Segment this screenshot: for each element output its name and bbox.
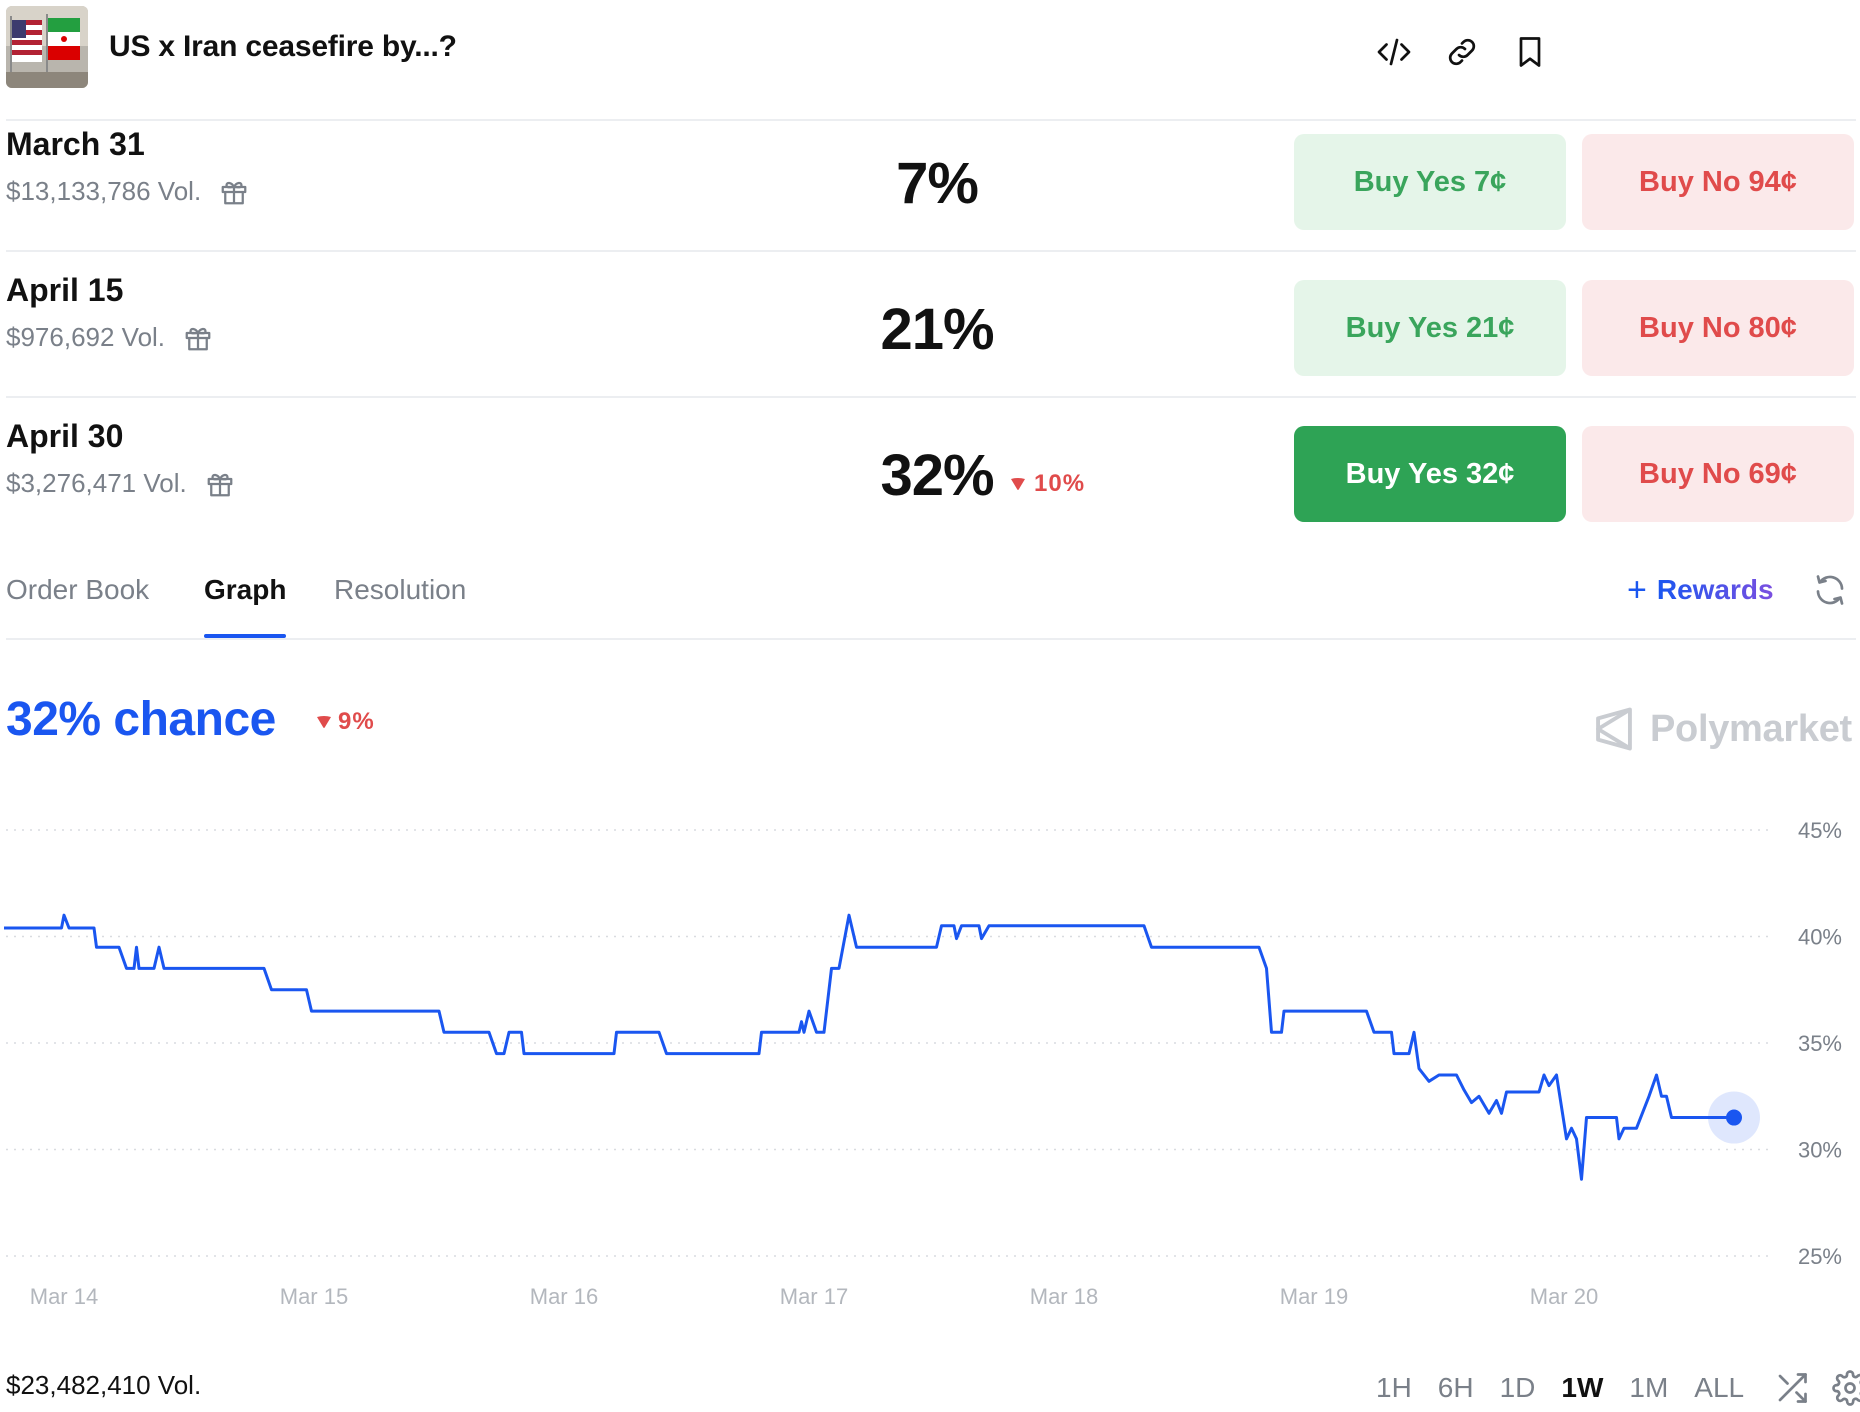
outcome-percent: 32% (880, 443, 994, 508)
buy-no-button[interactable]: Buy No 94¢ (1582, 134, 1854, 230)
active-tab-indicator (204, 634, 286, 638)
detail-tabs: Order Book Graph Resolution + Rewards (6, 558, 1856, 640)
buy-yes-price: 32¢ (1465, 457, 1515, 490)
x-tick-label: Mar 14 (30, 1284, 98, 1309)
buy-no-label: Buy No (1639, 165, 1741, 198)
outcome-volume: $13,133,786 Vol. (6, 176, 249, 207)
buy-no-label: Buy No (1639, 457, 1741, 490)
series-line (4, 913, 1734, 1181)
shuffle-icon[interactable] (1774, 1370, 1810, 1406)
polymarket-logo-icon (1596, 707, 1632, 751)
outcome-row-april-30[interactable]: April 30 $3,276,471 Vol. 32% 10% Buy Yes… (6, 402, 1856, 546)
outcome-volume: $3,276,471 Vol. (6, 468, 235, 499)
link-icon[interactable] (1442, 32, 1482, 72)
buy-no-label: Buy No (1639, 311, 1741, 344)
divider (6, 119, 1856, 121)
y-tick-label: 30% (1798, 1138, 1842, 1163)
range-1d[interactable]: 1D (1499, 1372, 1536, 1403)
market-header: US x Iran ceasefire by...? (6, 6, 1856, 112)
market-thumbnail (6, 6, 88, 88)
buy-no-button[interactable]: Buy No 80¢ (1582, 280, 1854, 376)
outcome-date: March 31 (6, 126, 145, 162)
outcome-change-value: 10% (1034, 470, 1086, 497)
outcome-volume-text: $976,692 Vol. (6, 322, 166, 352)
x-tick-label: Mar 16 (530, 1284, 598, 1309)
rewards-button[interactable]: + Rewards (1627, 571, 1774, 609)
x-tick-label: Mar 18 (1030, 1284, 1098, 1309)
rewards-label: Rewards (1656, 574, 1774, 605)
price-chart[interactable]: 45% 40% 35% 30% 25% Mar 14 Mar 15 Mar 16 Mar 17… (0, 790, 1860, 1330)
range-all[interactable]: ALL (1694, 1372, 1745, 1403)
buy-yes-label: Buy Yes (1345, 457, 1458, 490)
bookmark-icon[interactable] (1510, 32, 1550, 72)
x-tick-label: Mar 20 (1530, 1284, 1598, 1309)
outcome-date: April 15 (6, 272, 124, 308)
triangle-down-icon (317, 716, 331, 728)
current-point[interactable] (1726, 1109, 1742, 1126)
outcome-percent: 7% (896, 151, 979, 216)
buy-yes-button[interactable]: Buy Yes 21¢ (1294, 280, 1566, 376)
current-chance: 32% chance (6, 693, 276, 746)
outcome-volume-text: $13,133,786 Vol. (6, 176, 202, 206)
tab-order-book[interactable]: Order Book (6, 574, 150, 605)
tab-graph[interactable]: Graph (204, 574, 287, 605)
outcome-row-april-15: April 15 $976,692 Vol. 21% Buy Yes 21¢ Bu… (6, 256, 1856, 400)
code-embed-icon[interactable] (1374, 32, 1414, 72)
buy-no-price: 94¢ (1748, 165, 1797, 198)
total-volume: $23,482,410 Vol. (6, 1370, 202, 1400)
buy-yes-price: 21¢ (1465, 311, 1515, 344)
triangle-down-icon (1011, 478, 1025, 490)
gift-icon[interactable] (183, 323, 213, 353)
buy-yes-price: 7¢ (1474, 165, 1507, 198)
buy-no-button[interactable]: Buy No 69¢ (1582, 426, 1854, 522)
gift-icon[interactable] (219, 177, 249, 207)
x-tick-label: Mar 17 (780, 1284, 848, 1309)
outcome-row-march-31: March 31 $13,133,786 Vol. 7% Buy Yes 7¢ B… (6, 110, 1856, 254)
y-tick-label: 35% (1798, 1031, 1842, 1056)
plus-icon: + (1627, 571, 1647, 609)
buy-no-price: 69¢ (1748, 457, 1797, 490)
chance-change-value: 9% (338, 708, 375, 735)
outcome-volume: $976,692 Vol. (6, 322, 213, 353)
outcome-percent: 21% (880, 297, 994, 362)
y-tick-label: 25% (1798, 1244, 1842, 1269)
buy-yes-button[interactable]: Buy Yes 32¢ (1294, 426, 1566, 522)
buy-no-price: 80¢ (1748, 311, 1797, 344)
range-1w[interactable]: 1W (1561, 1372, 1604, 1403)
chance-change: 9% (316, 708, 375, 736)
range-1h[interactable]: 1H (1376, 1372, 1412, 1403)
market-title: US x Iran ceasefire by...? (109, 30, 457, 63)
settings-gear-icon[interactable] (1832, 1370, 1860, 1406)
polymarket-wordmark: Polymarket (1650, 707, 1852, 750)
x-tick-label: Mar 19 (1280, 1284, 1348, 1309)
buy-yes-label: Buy Yes (1353, 165, 1467, 198)
divider (6, 638, 1856, 640)
y-tick-label: 45% (1798, 818, 1842, 843)
divider (6, 396, 1856, 398)
refresh-icon[interactable] (1812, 572, 1848, 608)
range-6h[interactable]: 6H (1437, 1372, 1474, 1403)
polymarket-watermark: Polymarket (1592, 706, 1852, 752)
time-range-selector: 1H 6H 1D 1W 1M ALL (1376, 1368, 1860, 1408)
buy-yes-label: Buy Yes (1345, 311, 1458, 344)
outcome-volume-text: $3,276,471 Vol. (6, 468, 187, 498)
outcome-date: April 30 (6, 418, 124, 454)
tab-resolution[interactable]: Resolution (334, 574, 467, 605)
range-1m[interactable]: 1M (1629, 1372, 1669, 1403)
buy-yes-button[interactable]: Buy Yes 7¢ (1294, 134, 1566, 230)
gift-icon[interactable] (205, 469, 235, 499)
outcome-change: 10% (1010, 470, 1085, 498)
x-tick-label: Mar 15 (280, 1284, 348, 1309)
divider (6, 250, 1856, 252)
y-tick-label: 40% (1798, 925, 1842, 950)
